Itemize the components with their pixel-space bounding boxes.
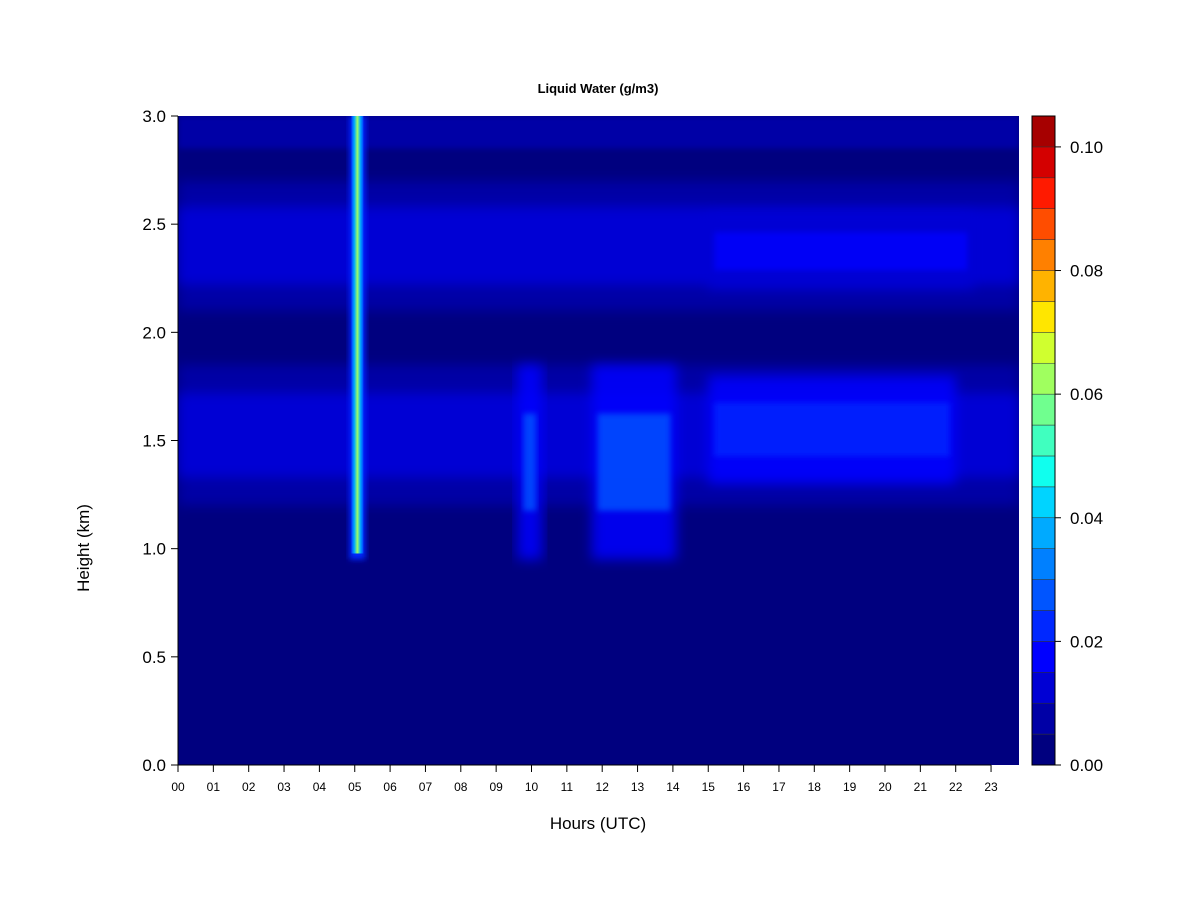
colorbar-swatch — [1031, 579, 1056, 611]
feature-core — [351, 116, 364, 554]
x-tick-label: 12 — [596, 780, 610, 794]
x-tick-label: 20 — [878, 780, 892, 794]
colorbar-swatch — [1031, 115, 1056, 148]
colorbar-swatch — [1031, 424, 1056, 457]
cloud-layer-top — [178, 116, 1019, 149]
x-tick-label: 13 — [631, 780, 645, 794]
x-tick-label: 02 — [242, 780, 256, 794]
colorbar-tick-label: 0.06 — [1070, 385, 1103, 404]
x-tick-label: 07 — [419, 780, 433, 794]
heatmap-plot-area — [178, 116, 1019, 765]
colorbar-swatch — [1031, 733, 1056, 766]
y-tick-label: 1.0 — [142, 540, 166, 559]
x-tick-label: 01 — [207, 780, 221, 794]
colorbar-swatch — [1031, 177, 1056, 209]
colorbar-swatch — [1031, 486, 1056, 519]
x-tick-label: 09 — [489, 780, 503, 794]
x-tick-label: 00 — [171, 780, 185, 794]
colorbar-tick-label: 0.08 — [1070, 262, 1103, 281]
y-axis-ticks: 0.0 0.5 1.0 1.5 2.0 2.5 3.0 — [142, 107, 178, 775]
x-tick-label: 19 — [843, 780, 857, 794]
colorbar-swatch — [1031, 362, 1056, 395]
x-tick-label: 03 — [277, 780, 291, 794]
colorbar-swatch — [1031, 517, 1056, 549]
y-tick-label: 3.0 — [142, 107, 166, 126]
x-tick-label: 15 — [702, 780, 716, 794]
colorbar-tick-label: 0.04 — [1070, 509, 1103, 528]
colorbar-swatch — [1031, 208, 1056, 240]
colorbar-swatch — [1031, 548, 1056, 580]
colorbar-swatch — [1031, 702, 1056, 735]
x-tick-label: 14 — [666, 780, 680, 794]
colorbar-swatch — [1031, 146, 1056, 179]
y-axis-label: Height (km) — [74, 504, 93, 592]
colorbar-swatch — [1031, 455, 1056, 488]
x-axis-ticks: 00 01 02 03 04 05 06 07 08 09 10 11 12 13 14 15 16 17 18 19… — [171, 765, 998, 794]
chart-title: Liquid Water (g/m3) — [538, 81, 659, 96]
x-tick-label: 16 — [737, 780, 751, 794]
y-tick-label: 0.5 — [142, 648, 166, 667]
x-tick-label: 06 — [383, 780, 397, 794]
feature-core — [714, 232, 968, 271]
x-tick-label: 11 — [561, 780, 574, 794]
y-tick-label: 0.0 — [142, 756, 166, 775]
y-tick-label: 2.0 — [142, 323, 166, 342]
colorbar-tick-label: 0.00 — [1070, 756, 1103, 775]
colorbar-swatch — [1031, 672, 1056, 704]
x-axis-label: Hours (UTC) — [550, 814, 646, 833]
colorbar-swatch — [1031, 610, 1056, 642]
feature-core — [714, 402, 950, 457]
x-tick-label: 05 — [348, 780, 362, 794]
colorbar-tick-label: 0.10 — [1070, 138, 1103, 157]
colorbar: 0.00 0.02 0.04 0.06 0.08 0.10 — [1031, 115, 1103, 775]
colorbar-swatch — [1031, 239, 1056, 271]
x-tick-label: 10 — [525, 780, 539, 794]
colorbar-swatch — [1031, 301, 1056, 333]
x-tick-label: 21 — [914, 780, 928, 794]
colorbar-frame — [1031, 115, 1056, 766]
x-tick-label: 22 — [949, 780, 963, 794]
colorbar-swatch — [1031, 641, 1056, 673]
colorbar-swatch — [1031, 332, 1056, 364]
feature-core — [597, 413, 671, 511]
y-tick-label: 1.5 — [142, 432, 166, 451]
x-tick-label: 08 — [454, 780, 468, 794]
x-tick-label: 17 — [772, 780, 786, 794]
y-tick-label: 2.5 — [142, 215, 166, 234]
x-tick-label: 18 — [808, 780, 822, 794]
feature-core — [523, 413, 537, 511]
x-tick-label: 23 — [984, 780, 998, 794]
x-tick-label: 04 — [313, 780, 327, 794]
colorbar-swatch — [1031, 270, 1056, 302]
colorbar-tick-label: 0.02 — [1070, 632, 1103, 651]
colorbar-swatch — [1031, 393, 1056, 426]
